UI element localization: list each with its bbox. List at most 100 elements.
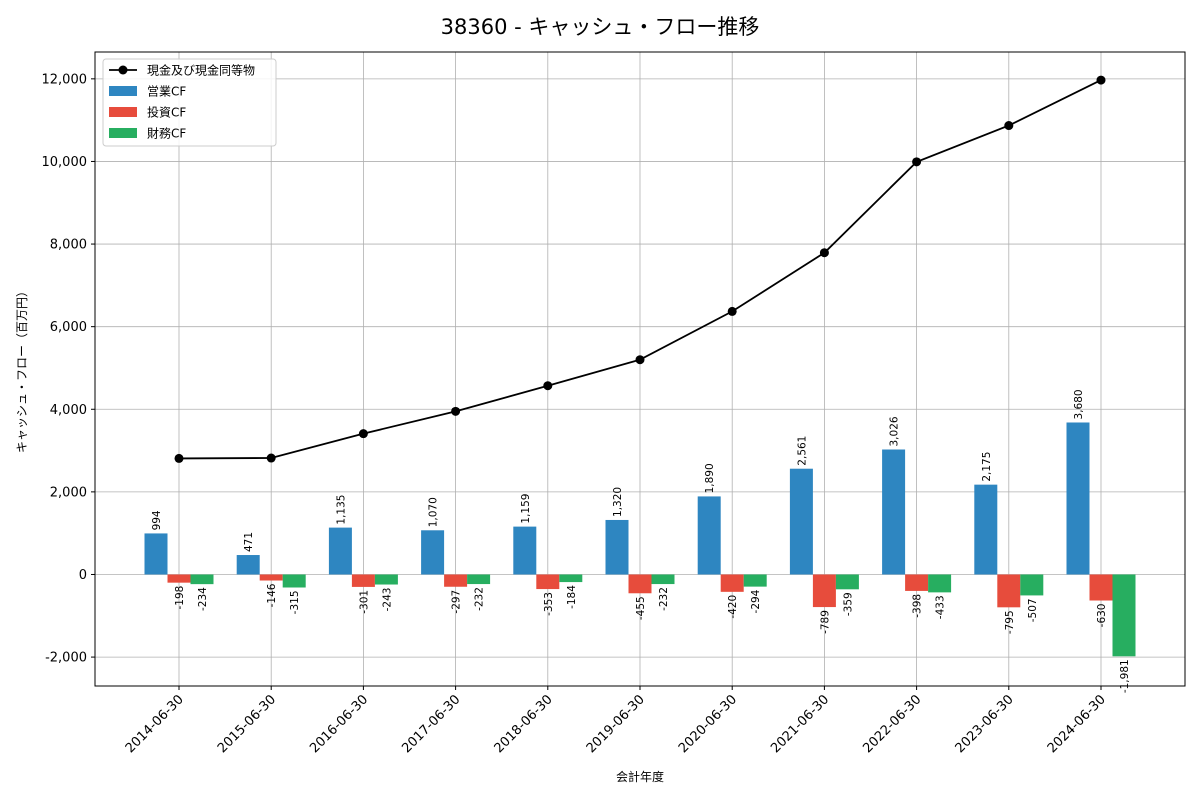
bar-財務CF (835, 574, 859, 590)
legend-label: 財務CF (147, 126, 186, 141)
bar-営業CF (1066, 422, 1090, 575)
legend-label: 投資CF (147, 105, 186, 120)
x-tick-label: 2020-06-30 (676, 692, 740, 756)
bar-value-label: -301 (358, 590, 370, 614)
cash-equivalents-point (451, 406, 461, 416)
bar-財務CF (374, 574, 398, 585)
bar-value-label: -198 (174, 586, 186, 610)
bar-value-label: -795 (1004, 610, 1016, 634)
x-tick-label: 2019-06-30 (584, 692, 648, 756)
bar-財務CF (651, 574, 675, 585)
bar-value-label: 3,680 (1073, 389, 1085, 419)
bar-value-label: -433 (935, 595, 947, 619)
y-tick-label: 4,000 (50, 403, 87, 418)
bar-value-label: 1,320 (612, 487, 624, 517)
bar-value-label: -234 (197, 587, 209, 611)
bar-value-label: 1,070 (428, 497, 440, 527)
bar-value-label: 1,890 (704, 463, 716, 493)
bar-value-label: -1,981 (1119, 659, 1131, 693)
bar-財務CF (1112, 574, 1136, 657)
bar-value-label: 2,175 (981, 452, 993, 482)
x-tick-label: 2023-06-30 (953, 692, 1017, 756)
cash-equivalents-point (727, 306, 737, 316)
bar-value-label: -455 (635, 596, 647, 620)
bar-value-label: -184 (566, 585, 578, 609)
bar-投資CF (167, 574, 191, 583)
legend-label: 現金及び現金同等物 (147, 63, 255, 78)
bar-value-label: 471 (243, 532, 255, 552)
bar-営業CF (974, 484, 998, 575)
x-tick-label: 2024-06-30 (1045, 692, 1109, 756)
bar-value-label: 1,135 (335, 495, 347, 525)
label-layer: 994 471 1,135 1,070 1,159 1,320 1,890 2,561 3,02… (151, 389, 1131, 693)
cash-equivalents-point (358, 429, 368, 439)
bar-投資CF (536, 574, 560, 590)
y-tick-label: 0 (79, 568, 87, 583)
bar-value-label: 1,159 (520, 494, 532, 524)
bar-財務CF (743, 574, 767, 587)
bar-営業CF (882, 449, 906, 575)
legend-bar-swatch (109, 107, 137, 117)
bar-value-label: -294 (750, 589, 762, 613)
bar-value-label: -297 (451, 590, 463, 614)
bar-営業CF (697, 496, 721, 575)
bar-value-label: -146 (266, 583, 278, 607)
bar-営業CF (513, 526, 537, 575)
line-layer (174, 75, 1106, 463)
bar-投資CF (905, 574, 929, 591)
cash-equivalents-point (1096, 75, 1106, 85)
x-tick-label: 2015-06-30 (215, 692, 279, 756)
bar-layer (144, 422, 1136, 657)
cash-equivalents-point (912, 157, 922, 167)
legend-bar-swatch (109, 128, 137, 138)
x-tick-label: 2014-06-30 (123, 692, 187, 756)
bar-投資CF (628, 574, 652, 594)
bar-value-label: -789 (819, 610, 831, 634)
bar-財務CF (928, 574, 952, 593)
bar-value-label: 3,026 (889, 416, 901, 446)
x-tick-label: 2018-06-30 (492, 692, 556, 756)
bar-value-label: -232 (658, 587, 670, 611)
legend-marker-swatch (118, 65, 128, 75)
x-tick-label: 2017-06-30 (399, 692, 463, 756)
bar-投資CF (720, 574, 744, 592)
bar-value-label: -359 (842, 592, 854, 616)
legend-bar-swatch (109, 86, 137, 96)
y-tick-label: 8,000 (50, 238, 87, 253)
bar-value-label: 994 (151, 510, 163, 530)
x-tick-label: 2021-06-30 (768, 692, 832, 756)
bar-営業CF (144, 533, 168, 575)
cash-equivalents-point (1004, 121, 1014, 131)
bar-営業CF (328, 527, 352, 575)
cash-equivalents-point (543, 381, 553, 391)
bar-営業CF (421, 530, 445, 575)
bar-財務CF (190, 574, 214, 585)
y-tick-label: 12,000 (42, 72, 88, 87)
bar-value-label: -630 (1096, 604, 1108, 628)
legend-box (102, 58, 277, 147)
bar-財務CF (282, 574, 306, 588)
bar-営業CF (789, 468, 813, 575)
bar-投資CF (997, 574, 1021, 608)
legend-label: 営業CF (147, 85, 186, 99)
bar-財務CF (1020, 574, 1044, 596)
bar-投資CF (1089, 574, 1113, 601)
y-tick-label: 2,000 (50, 485, 87, 500)
bar-value-label: -353 (543, 592, 555, 616)
bar-投資CF (812, 574, 836, 608)
bar-投資CF (259, 574, 283, 581)
bar-投資CF (351, 574, 375, 587)
cash-equivalents-point (174, 453, 184, 463)
axis-layer: -2,000 0 2,000 4,000 6,000 8,000 10,000 12,000 2… (42, 72, 1109, 756)
bar-value-label: -243 (381, 588, 393, 612)
bar-value-label: -420 (727, 595, 739, 619)
bar-value-label: -507 (1027, 598, 1039, 622)
bar-営業CF (236, 555, 260, 575)
y-axis-label: キャッシュ・フロー（百万円） (15, 285, 29, 453)
bar-財務CF (559, 574, 583, 583)
chart-title: 38360 - キャッシュ・フロー推移 (441, 15, 760, 39)
bar-投資CF (444, 574, 468, 587)
x-axis-label: 会計年度 (616, 769, 664, 784)
